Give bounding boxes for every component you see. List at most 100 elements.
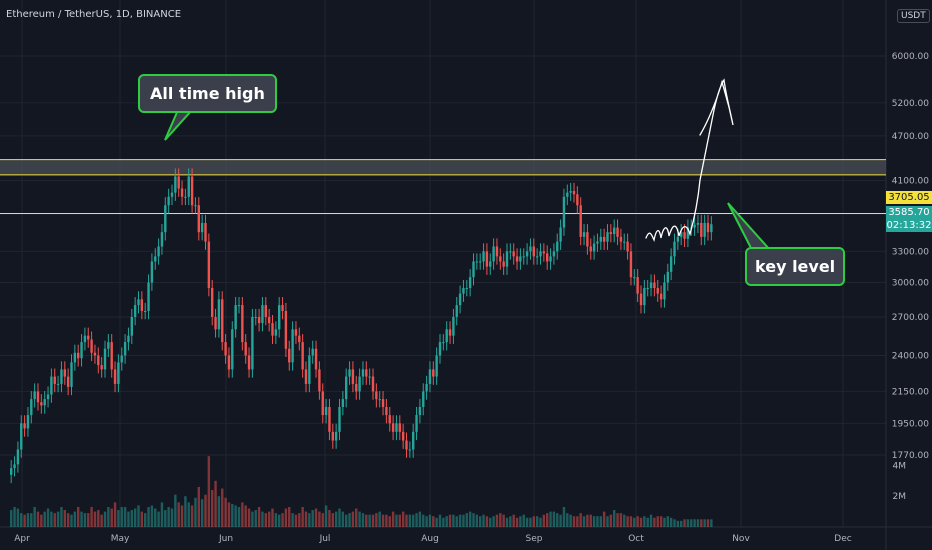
candle-body (475, 261, 479, 263)
candle-body (217, 299, 221, 330)
candle-body (576, 194, 579, 206)
y-tick-label: 4700.00 (892, 132, 929, 142)
volume-bar (130, 510, 133, 527)
candle-body (211, 288, 214, 317)
candle-body (556, 241, 559, 252)
candle-body (224, 342, 227, 356)
volume-bar (160, 502, 164, 527)
volume-bar (83, 513, 87, 527)
volume-bar (475, 514, 479, 527)
candle-body (412, 431, 415, 450)
volume-bar (50, 511, 53, 527)
candle-body (472, 261, 475, 278)
volume-bar (133, 508, 137, 527)
candle-body (328, 407, 331, 432)
candle-body (231, 329, 234, 370)
candle-body (180, 188, 184, 197)
candle-body (673, 241, 676, 257)
candle-body (204, 222, 207, 242)
candle-body (626, 241, 629, 252)
volume-bar (609, 514, 613, 527)
candle-body (53, 376, 56, 384)
volume-tick-label: 4M (893, 461, 907, 471)
candle-body (60, 369, 63, 384)
volume-bar (710, 519, 713, 527)
y-tick-label: 5200.00 (892, 99, 929, 109)
volume-bar (294, 514, 298, 527)
volume-bar (36, 511, 40, 527)
volume-bar (204, 494, 207, 527)
candle-body (448, 329, 452, 336)
volume-bar (46, 508, 50, 527)
candle-body (378, 399, 381, 401)
y-tick-label: 2400.00 (892, 351, 929, 361)
volume-bar (251, 511, 254, 527)
volume-bar (190, 505, 194, 527)
candle-body (458, 293, 462, 306)
y-tick-label: 2150.00 (892, 387, 929, 397)
volume-bar (700, 519, 703, 527)
y-tick-label: 2700.00 (892, 313, 929, 323)
unit-selector[interactable]: USDT (897, 9, 930, 23)
candle-body (562, 196, 566, 228)
volume-bar (351, 511, 355, 527)
volume-bar (505, 517, 509, 527)
candle-body (207, 241, 211, 289)
candle-body (361, 369, 365, 377)
candle-body (425, 383, 428, 392)
volume-bar (117, 510, 120, 527)
volume-bar (485, 516, 489, 527)
volume-bar (509, 516, 512, 527)
candle-body (30, 399, 33, 416)
candle-body (187, 176, 190, 197)
y-tick-label: 4100.00 (892, 176, 929, 186)
candle-body (499, 256, 502, 262)
volume-bar (495, 514, 499, 527)
candle-body (77, 352, 80, 359)
candle-body (113, 369, 117, 384)
candle-body (468, 277, 472, 289)
candle-body (301, 342, 304, 370)
candle-body (623, 241, 626, 243)
candle-body (291, 329, 294, 363)
chart-title: Ethereum / TetherUS, 1D, BINANCE (6, 9, 182, 20)
volume-bar (23, 514, 26, 527)
candle-body (46, 394, 50, 400)
volume-bar (529, 517, 532, 527)
volume-bar (415, 513, 418, 527)
volume-bar (669, 517, 673, 527)
volume-bar (103, 511, 107, 527)
candle-body (495, 246, 499, 257)
candle-body (519, 256, 522, 262)
volume-bar (519, 516, 522, 527)
candle-body (502, 261, 505, 267)
candle-body (56, 383, 60, 385)
candle-body (606, 232, 609, 242)
candle-body (569, 190, 572, 193)
candle-body (13, 464, 16, 469)
candle-body (365, 369, 368, 377)
candle-body (133, 305, 137, 317)
volume-bar (301, 506, 304, 527)
volume-bar (147, 506, 150, 527)
volume-bar (432, 516, 435, 527)
volume-bar (284, 508, 288, 527)
candle-body (643, 288, 646, 306)
candle-body (465, 288, 468, 290)
volume-bar (247, 508, 251, 527)
candle-body (23, 423, 26, 429)
candle-body (117, 362, 120, 384)
volume-bar (442, 517, 445, 527)
volume-bar (596, 516, 599, 527)
key-level-price-tag: 3705.05 (886, 191, 932, 204)
x-tick-label: Nov (732, 534, 750, 544)
candle-body (639, 293, 643, 306)
volume-bar (696, 519, 700, 527)
candle-body (341, 399, 345, 408)
candle-body (247, 355, 251, 370)
candle-body (311, 348, 314, 356)
candle-body (582, 232, 586, 237)
candle-body (485, 251, 489, 267)
volume-bar (401, 511, 405, 527)
